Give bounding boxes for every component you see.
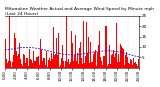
- Text: Milwaukee Weather Actual and Average Wind Speed by Minute mph (Last 24 Hours): Milwaukee Weather Actual and Average Win…: [5, 7, 154, 16]
